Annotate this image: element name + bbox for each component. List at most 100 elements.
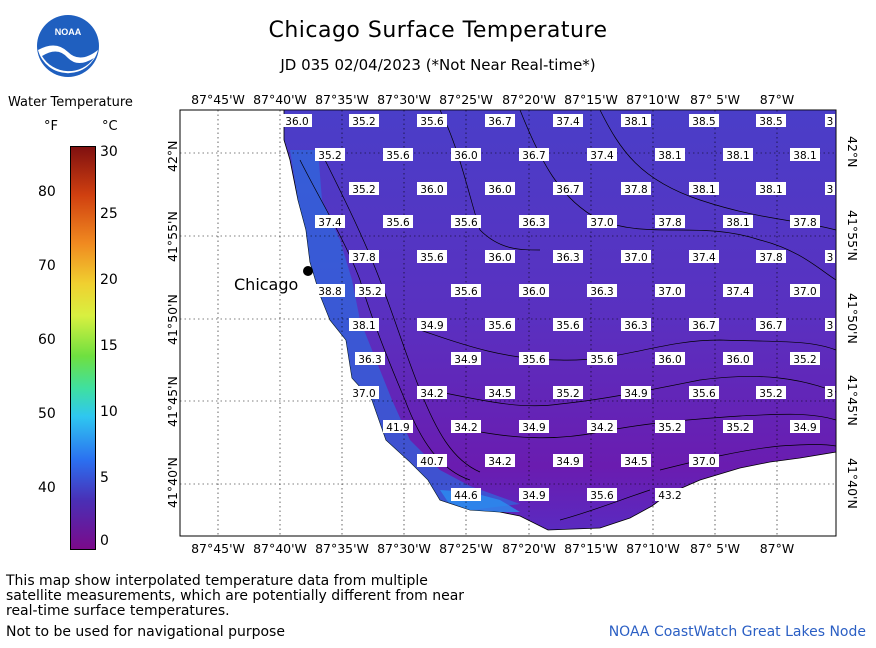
temperature-label-box: [790, 215, 820, 228]
temperature-label: 34.2: [420, 388, 443, 400]
temperature-label-box: [315, 148, 345, 161]
temperature-label-box: [519, 284, 549, 297]
temperature-label-box: [485, 386, 515, 399]
lon-label-top: 87°20'W: [502, 92, 556, 107]
temperature-label-box: [519, 488, 549, 501]
temperature-label-box: [553, 182, 583, 195]
lon-label-bottom: 87°25'W: [439, 541, 493, 556]
lon-label-bottom: 87°45'W: [191, 541, 245, 556]
temperature-label: 3: [827, 116, 834, 128]
temperature-label-box: [355, 284, 385, 297]
legend-tick-f: 50: [38, 406, 56, 422]
temperature-label: 36.3: [522, 217, 545, 229]
lon-label-bottom: 87° 5'W: [690, 541, 740, 556]
temperature-label: 43.2: [658, 490, 681, 502]
temperature-label: 35.2: [352, 184, 375, 196]
temperature-label-box: [485, 182, 515, 195]
temperature-label: 44.6: [454, 490, 478, 502]
temperature-label-box: [417, 114, 447, 127]
legend-title: Water Temperature: [8, 95, 133, 110]
temperature-label: 37.8: [352, 252, 375, 264]
temperature-label: 37.0: [793, 286, 816, 298]
lat-label-left: 42°N: [165, 140, 180, 172]
temperature-label: 38.5: [692, 116, 715, 128]
temperature-label-box: [655, 352, 685, 365]
temperature-label: 35.6: [420, 116, 444, 128]
temperature-label: 35.2: [726, 422, 749, 434]
temperature-label-box: [519, 215, 549, 228]
temperature-label: 34.9: [420, 320, 443, 332]
lon-label-bottom: 87°20'W: [502, 541, 556, 556]
temperature-label: 38.8: [318, 286, 341, 298]
temperature-label-box: [621, 114, 651, 127]
lon-label-bottom: 87°35'W: [315, 541, 369, 556]
temperature-label-box: [825, 318, 835, 331]
temperature-label-box: [790, 284, 820, 297]
temperature-label-box: [315, 215, 345, 228]
temperature-label: 36.0: [658, 354, 681, 366]
temperature-label-box: [689, 114, 719, 127]
lat-label-left: 41°55'N: [165, 211, 180, 262]
temperature-label: 38.1: [726, 217, 749, 229]
temperature-label-box: [689, 386, 719, 399]
legend-tick-f: 60: [38, 332, 56, 348]
temperature-label-box: [689, 454, 719, 467]
map-title: Chicago Surface Temperature: [268, 18, 608, 43]
temperature-label: 35.6: [386, 150, 410, 162]
temperature-label: 36.0: [285, 116, 308, 128]
temperature-label: 36.7: [488, 116, 511, 128]
temperature-label-box: [485, 454, 515, 467]
temperature-label-box: [417, 250, 447, 263]
lon-label-top: 87°W: [759, 92, 795, 107]
disclaimer-note: This map show interpolated temperature d…: [6, 573, 465, 619]
temperature-label: 37.8: [759, 252, 782, 264]
temperature-label-box: [825, 114, 835, 127]
temperature-label-box: [587, 488, 617, 501]
temperature-label-box: [519, 352, 549, 365]
lon-label-top: 87°40'W: [253, 92, 307, 107]
legend-tick-c: 15: [100, 338, 118, 354]
temperature-label-box: [383, 148, 413, 161]
temperature-label: 35.2: [556, 388, 579, 400]
temperature-label-box: [355, 352, 385, 365]
temperature-label: 37.4: [318, 217, 342, 229]
lon-label-bottom: 87°40'W: [253, 541, 307, 556]
temperature-label: 35.6: [590, 490, 614, 502]
temperature-label-box: [689, 250, 719, 263]
temperature-label-box: [790, 352, 820, 365]
temperature-label: 40.7: [420, 456, 443, 468]
legend-tick-f: 40: [38, 480, 56, 496]
temperature-label: 36.3: [590, 286, 613, 298]
temperature-label-box: [790, 420, 820, 433]
credit-link[interactable]: NOAA CoastWatch Great Lakes Node: [608, 624, 866, 640]
lon-label-bottom: 87°30'W: [377, 541, 431, 556]
temperature-label: 38.1: [692, 184, 715, 196]
temperature-label-box: [790, 148, 820, 161]
temperature-label: 38.1: [793, 150, 816, 162]
temperature-label: 34.5: [624, 456, 647, 468]
temperature-label-box: [723, 215, 753, 228]
temperature-label-box: [451, 488, 481, 501]
lon-label-bottom: 87°15'W: [564, 541, 618, 556]
temperature-label: 3: [827, 320, 834, 332]
temperature-label: 34.2: [488, 456, 511, 468]
temperature-label-box: [451, 215, 481, 228]
temperature-label: 36.0: [488, 184, 511, 196]
temperature-label: 37.8: [793, 217, 816, 229]
temperature-label-box: [451, 420, 481, 433]
temperature-label: 3: [827, 388, 834, 400]
temperature-label-box: [349, 318, 379, 331]
temperature-label: 3: [827, 252, 834, 264]
temperature-label-box: [587, 420, 617, 433]
temperature-label-box: [519, 148, 549, 161]
temperature-label-box: [383, 420, 413, 433]
temperature-label-box: [553, 318, 583, 331]
temperature-label-box: [825, 250, 835, 263]
legend-tick-c: 10: [100, 404, 118, 420]
temperature-label: 35.2: [318, 150, 341, 162]
legend-tick-c: 20: [100, 272, 118, 288]
temperature-label: 37.0: [692, 456, 715, 468]
temperature-label-box: [756, 114, 786, 127]
legend-tick-c: 5: [100, 470, 109, 486]
